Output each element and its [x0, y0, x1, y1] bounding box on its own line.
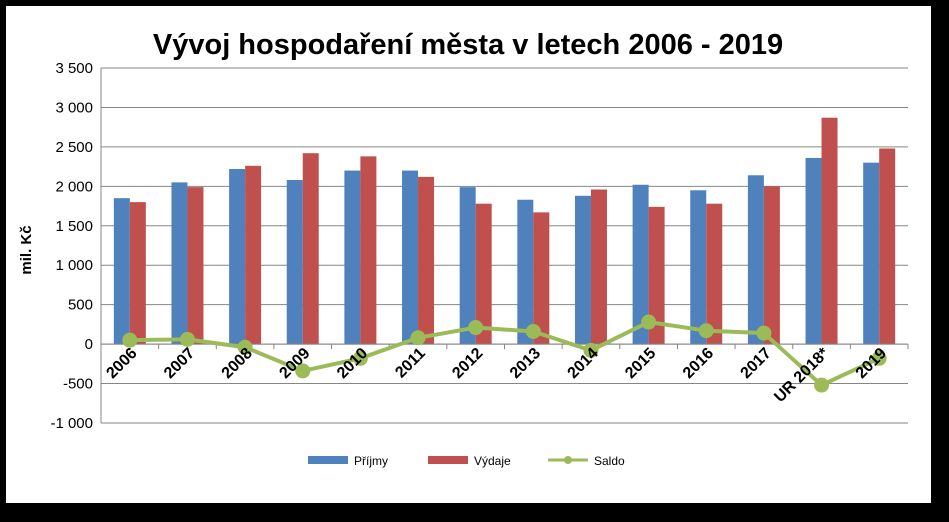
bar-prijmy — [229, 168, 246, 345]
saldo-line-layer — [122, 314, 887, 393]
saldo-point — [525, 323, 541, 339]
y-tick-label: 500 — [68, 297, 93, 314]
bar-prijmy — [344, 170, 361, 345]
saldo-point — [295, 363, 311, 379]
bar-prijmy — [863, 162, 880, 345]
x-tick-label: 2015 — [622, 345, 659, 382]
saldo-line — [129, 320, 881, 388]
saldo-point — [237, 339, 253, 355]
bar-vydaje — [475, 203, 492, 345]
bar-vydaje — [821, 117, 838, 345]
legend-marker — [564, 456, 572, 464]
legend-swatch — [308, 456, 348, 464]
saldo-point — [756, 325, 772, 341]
x-tick-label: 2013 — [507, 345, 544, 382]
legend-label: Příjmy — [354, 454, 388, 468]
x-tick-label: 2011 — [392, 345, 429, 382]
x-tick-label: 2007 — [161, 345, 198, 382]
bar-vydaje — [129, 202, 146, 345]
x-tick-label: UR 2018* — [771, 344, 833, 406]
x-tick-labels: 2006 2007 2008 2009 2010 2011 2012 2013 2014 2015… — [103, 344, 890, 406]
saldo-point — [468, 320, 484, 336]
bar-prijmy — [459, 187, 476, 345]
y-axis-label: mil. Kč — [18, 225, 35, 274]
y-tick-label: 3 000 — [55, 99, 93, 116]
saldo-point — [179, 331, 195, 347]
saldo-point — [814, 377, 830, 393]
bar-prijmy — [690, 190, 707, 345]
bar-vydaje — [302, 153, 319, 345]
bar-prijmy — [171, 182, 188, 345]
y-tick-label: 1 000 — [55, 257, 93, 274]
bar-prijmy — [113, 198, 130, 345]
bar-prijmy — [286, 180, 303, 345]
legend-label: Výdaje — [474, 454, 511, 468]
saldo-point — [583, 342, 599, 358]
bar-vydaje — [187, 187, 204, 345]
saldo-point — [410, 330, 426, 346]
x-tick-label: 2012 — [449, 345, 486, 382]
bar-vydaje — [418, 176, 435, 345]
y-tick-label: 0 — [85, 336, 93, 353]
bar-vydaje — [360, 156, 377, 345]
chart: Vývoj hospodaření města v letech 2006 - … — [18, 29, 909, 468]
y-tick-label: 1 500 — [55, 218, 93, 235]
bars — [113, 117, 896, 345]
x-tick-label: 2017 — [738, 345, 775, 382]
bar-prijmy — [402, 170, 419, 345]
saldo-point — [871, 350, 887, 366]
y-tick-label: 2 500 — [55, 139, 93, 156]
y-tick-label: -1 000 — [50, 415, 93, 432]
x-tick-label: 2009 — [276, 345, 313, 382]
x-tick-label: 2006 — [103, 345, 140, 382]
bar-prijmy — [632, 184, 649, 345]
saldo-point — [352, 350, 368, 366]
chart-frame: Vývoj hospodaření města v letech 2006 - … — [6, 6, 931, 503]
bar-vydaje — [648, 206, 665, 345]
bar-vydaje — [590, 189, 607, 345]
bar-prijmy — [517, 199, 534, 345]
legend-swatch — [428, 456, 468, 464]
bar-vydaje — [706, 203, 723, 345]
saldo-point — [122, 332, 138, 348]
x-tick-label: 2016 — [680, 345, 717, 382]
bar-prijmy — [747, 175, 764, 345]
bar-prijmy — [574, 195, 591, 345]
saldo-point — [641, 314, 657, 330]
bar-vydaje — [533, 212, 550, 345]
bar-vydaje — [763, 186, 780, 345]
y-tick-labels: -1 000 -500 0 500 1 000 1 500 2 000 2 500 3 000 3… — [50, 60, 93, 432]
bar-prijmy — [805, 157, 822, 345]
bar-vydaje — [879, 148, 896, 345]
legend-label: Saldo — [594, 454, 625, 468]
bar-vydaje — [245, 165, 262, 345]
saldo-point — [698, 323, 714, 339]
y-tick-label: 3 500 — [55, 60, 93, 77]
chart-title: Vývoj hospodaření města v letech 2006 - … — [153, 29, 783, 61]
y-tick-label: 2 000 — [55, 178, 93, 195]
legend: Příjmy Výdaje Saldo — [308, 454, 625, 468]
y-tick-label: -500 — [63, 376, 93, 393]
